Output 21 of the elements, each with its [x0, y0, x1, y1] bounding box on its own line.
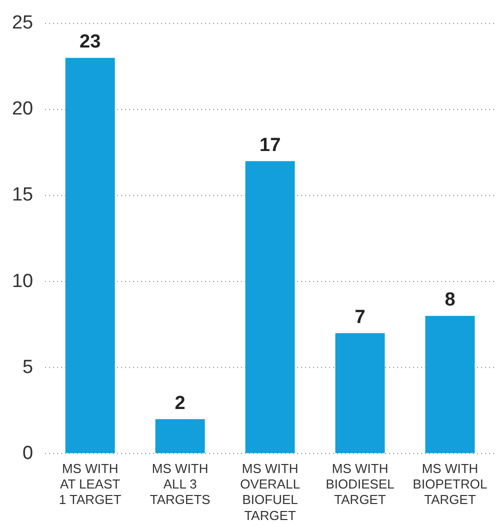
y-tick-label: 25 — [12, 12, 34, 34]
bar — [335, 333, 385, 454]
y-tick-label: 15 — [12, 184, 34, 206]
data-label: 2 — [174, 392, 186, 414]
data-label: 17 — [259, 134, 281, 156]
x-tick-label: MS WITH BIODIESEL TARGET — [326, 460, 394, 508]
y-tick-label: 20 — [12, 98, 34, 120]
x-tick-label: MS WITH OVERALL BIOFUEL TARGET — [240, 460, 300, 523]
x-tick-label: MS WITH AT LEAST 1 TARGET — [58, 460, 122, 508]
y-tick-label: 10 — [12, 270, 34, 292]
bar — [425, 316, 475, 454]
bar — [245, 161, 295, 454]
data-label: 23 — [80, 32, 101, 53]
y-tick-label: 0 — [22, 442, 34, 464]
y-tick-label: 5 — [22, 356, 34, 378]
data-label: 8 — [444, 290, 456, 311]
x-tick-label: MS WITH BIOPETROL TARGET — [412, 460, 488, 508]
bar — [65, 58, 115, 454]
data-label: 7 — [354, 306, 366, 328]
x-tick-label: MS WITH ALL 3 TARGETS — [150, 460, 211, 508]
bar — [155, 419, 205, 454]
